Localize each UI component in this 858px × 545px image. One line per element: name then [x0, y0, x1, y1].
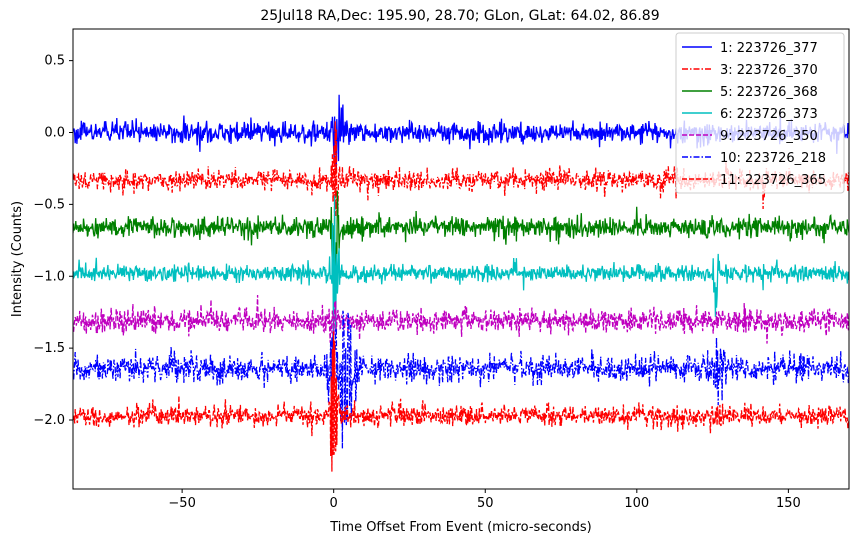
y-axis-label: Intensity (Counts) — [10, 201, 25, 317]
plot-frame — [72, 28, 850, 490]
series-line — [73, 310, 849, 449]
series-line — [73, 331, 849, 472]
legend: 1: 223726_377 3: 223726_370 5: 223726_368 6… — [675, 32, 845, 194]
x-axis: −50 0 50 100 150 — [168, 489, 801, 511]
legend-entry: 1: 223726_377 — [720, 41, 818, 56]
y-tick-label: −0.5 — [33, 197, 65, 212]
x-tick-label: 150 — [776, 496, 801, 511]
legend-entry: 10: 223726_218 — [720, 151, 826, 166]
y-tick-label: 0.5 — [44, 54, 65, 69]
y-tick-label: −1.0 — [33, 269, 65, 284]
series-line — [73, 195, 849, 343]
x-tick-label: 100 — [624, 496, 649, 511]
y-tick-label: −1.5 — [33, 341, 65, 356]
y-tick-label: −2.0 — [33, 413, 65, 428]
chart-title: 25Jul18 RA,Dec: 195.90, 28.70; GLon, GLa… — [260, 8, 659, 24]
legend-entry: 6: 223726_373 — [720, 107, 818, 122]
series-line — [73, 190, 849, 298]
x-tick-label: 0 — [330, 496, 338, 511]
x-tick-label: 50 — [477, 496, 494, 511]
y-tick-label: 0.0 — [44, 126, 65, 141]
x-tick-label: −50 — [168, 496, 195, 511]
legend-box — [675, 32, 845, 194]
legend-entry: 3: 223726_370 — [720, 63, 818, 78]
legend-entry: 5: 223726_368 — [720, 85, 818, 100]
x-axis-label: Time Offset From Event (micro-seconds) — [329, 520, 592, 535]
legend-entry: 9: 223726_350 — [720, 129, 818, 144]
legend-entry: 11: 223726_365 — [720, 173, 826, 188]
series-line — [73, 294, 849, 344]
y-axis: 0.5 0.0 −0.5 −1.0 −1.5 −2.0 — [33, 54, 73, 428]
